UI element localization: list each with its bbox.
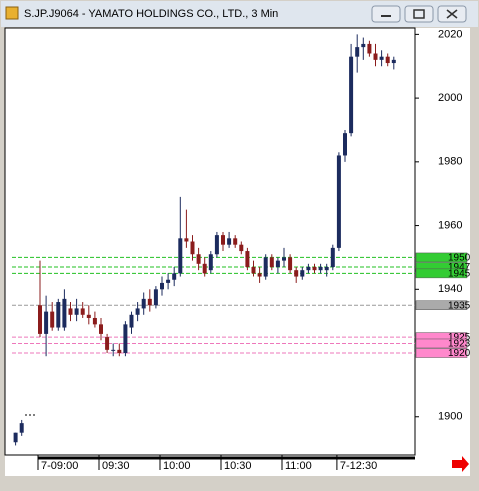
candle-body [13, 432, 18, 443]
app-icon [5, 6, 19, 20]
candle-body [44, 311, 49, 334]
x-tick-label: 11:00 [285, 460, 312, 472]
candle-body [38, 305, 42, 334]
candle-body [92, 317, 97, 325]
level-label: 1947 [448, 262, 471, 273]
plot-area [4, 27, 416, 456]
candle-body [343, 133, 347, 156]
window-title: S.JP.J9064 - YAMATO HOLDINGS CO., LTD., … [24, 8, 278, 20]
level-label: 1923 [448, 339, 471, 350]
candle-body [135, 308, 140, 315]
candle-body [160, 282, 164, 290]
candle-body [294, 270, 299, 277]
level-label: 1920 [448, 348, 471, 359]
minimize-button[interactable] [371, 5, 401, 23]
candle-body [111, 349, 116, 351]
candle-body [221, 235, 225, 245]
candle-body [68, 308, 73, 315]
level-box [415, 268, 468, 279]
candle-body [50, 311, 55, 328]
y-tick-label: 2020 [438, 28, 462, 40]
maximize-icon [413, 9, 425, 19]
candle-body [129, 314, 134, 328]
candle-body [269, 257, 274, 267]
candle-body [86, 314, 91, 318]
candle-body [233, 238, 238, 245]
candle-body [19, 423, 24, 433]
candle-body [312, 266, 317, 271]
close-icon [446, 9, 458, 19]
candle-body [385, 56, 390, 64]
candle-body [178, 238, 183, 274]
candle-body [300, 270, 305, 277]
candle-body [123, 324, 128, 354]
y-tick-label: 1900 [438, 411, 462, 423]
window-buttons[interactable] [371, 5, 467, 23]
level-box [415, 348, 468, 358]
candle-body [275, 260, 280, 267]
candle-body [172, 273, 177, 280]
x-tick-label: 7-12:30 [340, 460, 377, 472]
candle-body [208, 254, 213, 271]
level-box [415, 252, 468, 263]
y-tick-label: 1940 [438, 283, 462, 295]
y-tick-label: 1980 [438, 156, 462, 168]
candle-body [190, 241, 195, 255]
candle-body [147, 298, 152, 306]
candle-body [166, 279, 171, 283]
candle-body [141, 298, 146, 309]
candle-body [324, 266, 329, 271]
maximize-button[interactable] [404, 5, 434, 23]
candle-body [56, 302, 61, 328]
candle-body [282, 257, 286, 261]
level-label: 1950 [448, 253, 471, 264]
x-tick-label: 09:30 [102, 460, 130, 472]
candle-body [257, 273, 262, 277]
candle-body [117, 349, 122, 354]
candle-body [391, 59, 396, 64]
level-label: 1935 [448, 300, 471, 311]
candle-body [288, 257, 293, 271]
x-tick-label: 10:00 [163, 460, 191, 472]
candle-body [367, 43, 372, 54]
candle-body [379, 56, 384, 60]
candle-body [239, 244, 244, 252]
candle-body [62, 298, 67, 328]
candle-body [227, 238, 232, 245]
level-box [415, 300, 468, 310]
candle-body [251, 266, 256, 274]
candle-body [336, 155, 341, 248]
candle-body [80, 308, 85, 315]
scroll-arrow[interactable] [452, 456, 469, 472]
level-box [415, 338, 468, 349]
candle-body [74, 308, 79, 315]
level-label: 1925 [448, 332, 471, 343]
candle-body [373, 53, 378, 60]
candle-body [318, 266, 323, 271]
y-tick-label: 2000 [438, 92, 462, 104]
x-tick-label: 7-09:00 [41, 460, 78, 472]
candle-body [196, 254, 201, 264]
candle-body [202, 263, 207, 274]
candle-body [349, 56, 354, 134]
candle-body [184, 238, 189, 242]
x-tick-label: 10:30 [224, 460, 252, 472]
candle-body [355, 47, 360, 57]
candle-body [263, 257, 268, 277]
level-label: 1945 [448, 269, 471, 280]
candle-body [99, 324, 103, 334]
candle-body [361, 43, 366, 48]
candle-body [245, 251, 250, 267]
candle-body [306, 266, 311, 271]
y-tick-label: 1960 [438, 219, 462, 231]
candle-body [105, 337, 110, 350]
candle-body [153, 289, 158, 306]
candle-body [214, 235, 219, 255]
candle-body [330, 247, 335, 267]
